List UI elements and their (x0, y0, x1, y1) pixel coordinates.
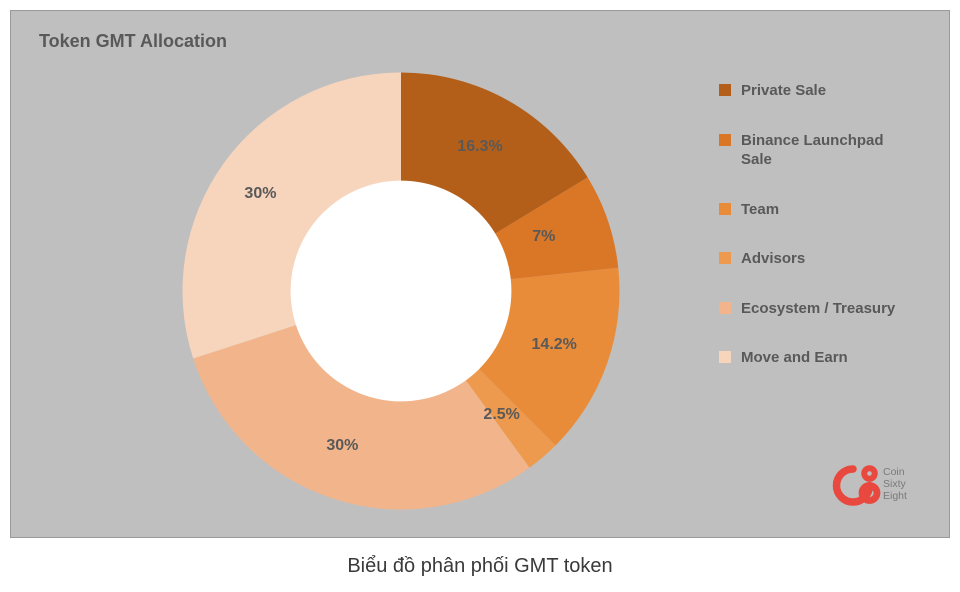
legend-label: Move and Earn (741, 348, 848, 368)
legend-swatch (719, 134, 731, 146)
brand-svg: CoinSixtyEight (829, 457, 919, 517)
brand-logo: CoinSixtyEight (829, 457, 919, 517)
donut-hole (291, 181, 512, 402)
legend-label: Team (741, 200, 779, 220)
svg-text:Eight: Eight (883, 490, 907, 502)
legend-swatch (719, 84, 731, 96)
legend-item-advisors: Advisors (719, 249, 909, 269)
legend-item-ecosystem: Ecosystem / Treasury (719, 299, 909, 319)
legend-swatch (719, 302, 731, 314)
legend-item-move_earn: Move and Earn (719, 348, 909, 368)
legend-item-team: Team (719, 200, 909, 220)
legend-label: Advisors (741, 249, 805, 269)
legend-swatch (719, 252, 731, 264)
chart-container: Token GMT Allocation 16.3%7%14.2%2.5%30%… (10, 10, 950, 538)
donut-chart: 16.3%7%14.2%2.5%30%30% (171, 61, 631, 521)
legend-label: Binance Launchpad Sale (741, 131, 909, 170)
legend-swatch (719, 203, 731, 215)
legend-label: Private Sale (741, 81, 826, 101)
caption: Biểu đồ phân phối GMT token (0, 555, 960, 578)
legend-label: Ecosystem / Treasury (741, 299, 895, 319)
legend-item-binance_launchpad: Binance Launchpad Sale (719, 131, 909, 170)
donut-svg (171, 61, 631, 521)
legend-swatch (719, 351, 731, 363)
chart-title: Token GMT Allocation (39, 31, 227, 52)
legend-item-private_sale: Private Sale (719, 81, 909, 101)
svg-text:Sixty: Sixty (883, 478, 907, 490)
svg-text:Coin: Coin (883, 466, 905, 478)
legend: Private Sale Binance Launchpad Sale Team Ad… (719, 81, 909, 398)
